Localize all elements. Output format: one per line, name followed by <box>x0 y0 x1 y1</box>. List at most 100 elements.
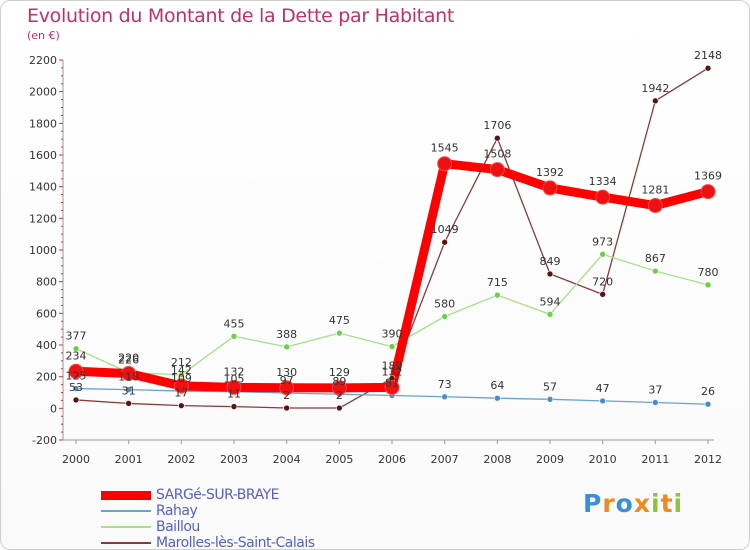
proxiti-logo: Proxiti <box>583 489 683 518</box>
data-label: 2 <box>336 389 343 402</box>
data-point <box>441 393 448 401</box>
data-label: 89 <box>332 375 346 388</box>
data-point <box>546 270 554 278</box>
data-label: 118 <box>118 371 139 384</box>
data-point <box>647 198 663 214</box>
data-label: 234 <box>66 349 87 362</box>
y-tick-label: 2000 <box>29 86 57 99</box>
data-label: 73 <box>438 378 452 391</box>
logo-letter: x <box>633 489 651 518</box>
data-label: 1706 <box>483 119 511 132</box>
data-label: 64 <box>490 379 504 392</box>
data-label: 142 <box>171 364 192 377</box>
data-label: 109 <box>171 372 192 385</box>
data-label: 26 <box>701 385 715 398</box>
data-label: 132 <box>382 365 403 378</box>
data-label: 1508 <box>483 148 511 161</box>
data-label: 1545 <box>431 142 459 155</box>
data-point <box>388 343 396 350</box>
data-label: 1392 <box>536 166 564 179</box>
data-label: 780 <box>698 266 719 279</box>
x-tick-label: 2005 <box>325 453 353 466</box>
data-point <box>230 332 238 340</box>
data-point <box>72 385 80 392</box>
data-point <box>384 379 400 395</box>
data-point <box>283 343 290 351</box>
series-line <box>71 159 713 393</box>
y-tick-label: 1600 <box>29 149 57 162</box>
y-tick-label: -200 <box>32 434 57 447</box>
legend-label-baillou: Baillou <box>156 519 200 535</box>
data-point <box>595 189 611 205</box>
data-label: 129 <box>329 366 350 379</box>
x-tick-label: 2007 <box>431 453 459 466</box>
data-label: 220 <box>118 352 139 365</box>
data-point <box>652 267 659 275</box>
axes: -200 0 200 400 600 800 1000 1200 1400 1600 1800 200… <box>29 54 722 466</box>
y-tick-label: 0 <box>50 402 57 415</box>
data-label: 2 <box>283 389 290 402</box>
data-point <box>599 250 606 258</box>
data-label: 31 <box>122 384 136 397</box>
x-tick-label: 2008 <box>483 453 511 466</box>
logo-letter: i <box>673 489 684 518</box>
data-point <box>178 402 185 409</box>
x-tick-label: 2012 <box>694 453 722 466</box>
data-label: 105 <box>224 373 245 386</box>
data-point <box>542 180 558 196</box>
x-tick-label: 2003 <box>220 453 248 466</box>
y-tick-label: 400 <box>36 339 57 352</box>
data-label: 226 <box>118 354 139 367</box>
data-label: 189 <box>382 359 403 372</box>
data-label: 390 <box>382 328 403 341</box>
data-label: 1942 <box>641 82 669 95</box>
x-tick-label: 2004 <box>273 453 301 466</box>
x-tick-label: 2000 <box>62 453 90 466</box>
data-label: 125 <box>66 370 87 383</box>
data-label: 580 <box>434 298 455 311</box>
data-point <box>331 380 347 396</box>
data-point <box>489 162 505 178</box>
logo-letter: r <box>602 489 616 518</box>
data-point <box>441 238 448 246</box>
data-label: 475 <box>329 314 350 327</box>
legend-swatch-baillou <box>101 526 151 528</box>
x-tick-label: 2002 <box>167 453 195 466</box>
logo-letter: t <box>660 489 674 518</box>
y-tick-label: 200 <box>36 371 57 384</box>
y-tick-label: 800 <box>36 276 57 289</box>
data-label: 47 <box>596 382 610 395</box>
data-label: 97 <box>280 374 294 387</box>
legend-swatch-marolles <box>101 542 151 544</box>
data-label: 1369 <box>694 170 722 183</box>
data-label: 455 <box>224 317 245 330</box>
data-point <box>336 404 343 412</box>
data-point <box>178 371 185 379</box>
y-tick-label: 1800 <box>29 117 57 130</box>
data-point <box>494 134 501 142</box>
series-markers <box>68 64 716 412</box>
data-label: 849 <box>540 255 561 268</box>
data-label: 130 <box>276 366 297 379</box>
y-tick-label: 1000 <box>29 244 57 257</box>
data-point <box>494 394 501 402</box>
data-label: 1334 <box>589 175 617 188</box>
data-label: 17 <box>174 387 188 400</box>
data-label: 973 <box>592 235 613 248</box>
data-point <box>700 184 716 200</box>
data-point <box>546 396 554 403</box>
data-label: 53 <box>69 381 83 394</box>
chart-subtitle: (en €) <box>27 29 60 42</box>
data-point <box>72 396 80 404</box>
legend-label-rahay: Rahay <box>156 503 198 519</box>
data-point <box>704 281 712 289</box>
data-label: 132 <box>224 365 245 378</box>
data-point <box>279 380 295 396</box>
data-point <box>72 345 80 352</box>
data-label: 2148 <box>694 49 722 62</box>
data-label: 715 <box>487 276 508 289</box>
chart-title: Evolution du Montant de la Dette par Hab… <box>27 5 455 27</box>
logo-letter: P <box>583 489 603 518</box>
